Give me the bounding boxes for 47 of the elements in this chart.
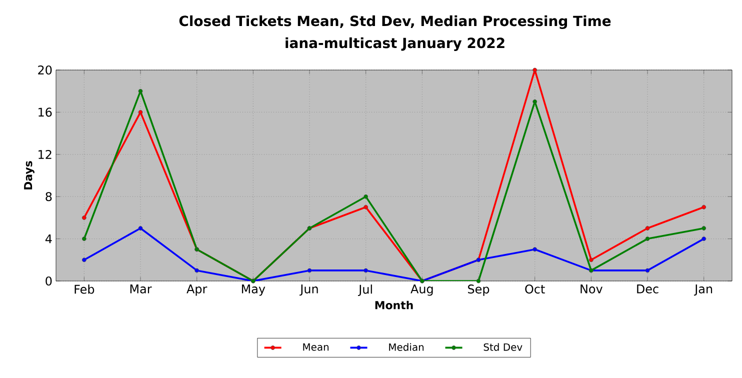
x-tick-label: Jun xyxy=(300,284,318,296)
x-tick-label: Mar xyxy=(130,284,152,294)
point xyxy=(702,236,706,241)
x-tick-label: May xyxy=(242,284,266,296)
point xyxy=(702,204,706,210)
point xyxy=(82,216,86,220)
point xyxy=(82,258,86,262)
point xyxy=(138,110,143,114)
point xyxy=(476,278,481,284)
y-tick-label: 20 xyxy=(38,65,52,75)
x-tick-label: Sep xyxy=(468,284,490,296)
x-tick-label: Oct xyxy=(525,284,545,294)
point xyxy=(645,226,650,230)
point xyxy=(645,268,650,273)
point xyxy=(532,99,538,104)
y-tick-label: 12 xyxy=(38,150,52,159)
point xyxy=(194,268,200,273)
legend-label: Median xyxy=(389,343,424,351)
x-tick-label: Feb xyxy=(74,284,94,294)
chart-title: Closed Tickets Mean, Std Dev, Median Processing Time xyxy=(179,15,611,30)
legend-label: Std Dev xyxy=(484,343,522,351)
x-axis-title: Month xyxy=(375,300,413,310)
point xyxy=(364,268,368,273)
y-tick-label: 16 xyxy=(38,108,52,117)
point xyxy=(138,226,143,230)
point xyxy=(364,194,368,199)
x-tick-label: Jul xyxy=(358,284,372,296)
chart-subtitle: iana-multicast January 2022 xyxy=(286,37,504,52)
point xyxy=(82,236,86,241)
x-tick-label: Aug xyxy=(410,284,433,296)
x-tick-label: Nov xyxy=(580,284,602,294)
point xyxy=(645,236,650,241)
point xyxy=(138,88,143,94)
point xyxy=(364,204,368,210)
point xyxy=(702,226,706,230)
y-tick-label: 8 xyxy=(46,192,52,202)
x-tick-label: Dec xyxy=(637,284,658,294)
point xyxy=(532,68,538,72)
x-tick-label: Apr xyxy=(186,284,208,296)
legend-label: Mean xyxy=(303,343,329,351)
y-axis-title: Days xyxy=(24,161,34,190)
y-tick-label: 4 xyxy=(45,234,52,244)
y-tick-label: 0 xyxy=(46,276,52,286)
point xyxy=(307,268,312,273)
point xyxy=(588,258,594,262)
point xyxy=(532,247,538,252)
x-tick-label: Jan xyxy=(694,284,712,296)
